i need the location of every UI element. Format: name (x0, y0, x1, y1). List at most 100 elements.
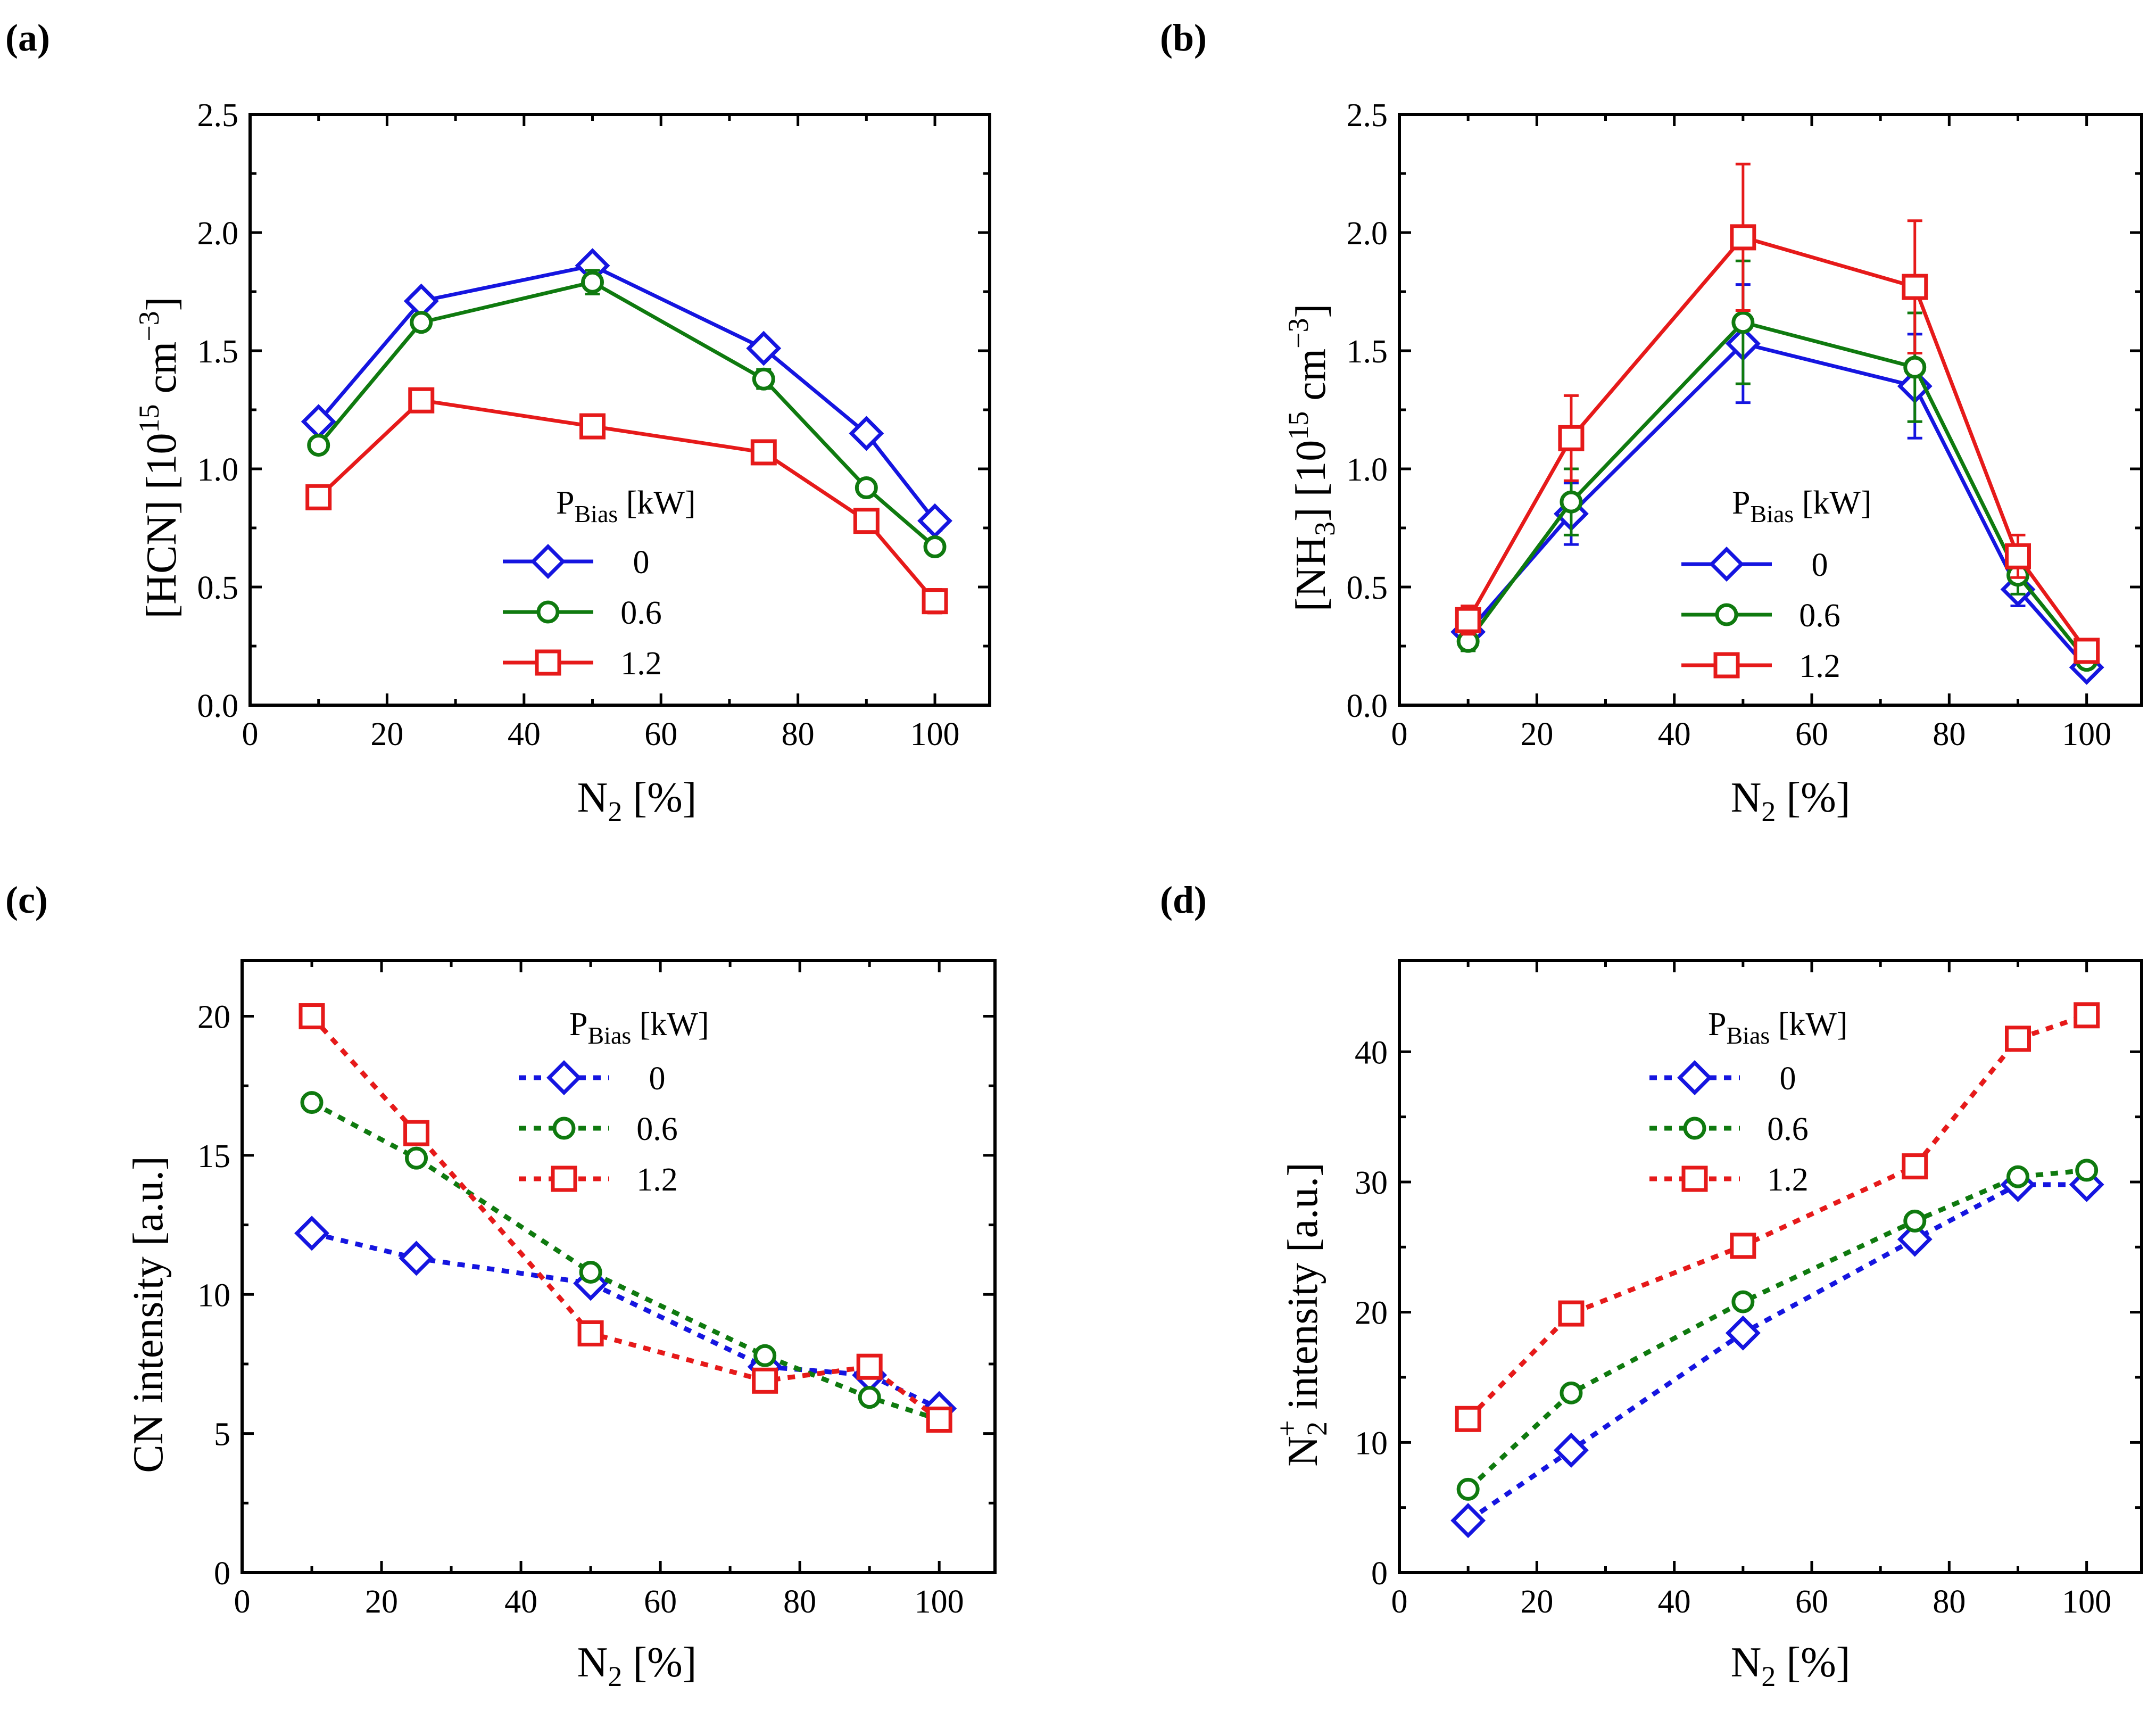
panel-c-legend-title-rest: [kW] (631, 1006, 709, 1043)
panel-d-point (1450, 1503, 1486, 1539)
panel-c-point (753, 1344, 777, 1367)
panel-a-point (853, 508, 880, 534)
panel-a-axes-frame (248, 113, 991, 707)
panel-b-xtick-label: 40 (1658, 716, 1691, 753)
panel-d-ytick-label: 0 (1371, 1556, 1388, 1592)
panel-d-ylabel-main: N (1280, 1436, 1326, 1467)
panel-b-legend-marker (1715, 603, 1738, 626)
panel-c-legend-title: PBias [kW] (569, 1006, 709, 1049)
panel-d-legend-marker (1681, 1166, 1708, 1192)
panel-b-ylabel-mid: cm (1288, 349, 1334, 411)
panel-a-legend-title: PBias [kW] (556, 485, 696, 527)
panel-c-legend-title-sub: Bias (587, 1022, 631, 1049)
panel-b-xlabel-main: N (1731, 774, 1762, 821)
panel-b-ytick-label: 1.5 (1347, 334, 1388, 370)
panel-d-ylabel-sub: 2 (1301, 1421, 1333, 1436)
panel-c-ytick-label: 15 (197, 1138, 230, 1175)
panel-d-point (1725, 1315, 1761, 1351)
panel-b-series-0 (1450, 283, 2104, 685)
panel-a-point (579, 413, 606, 440)
panel-a-series-line (317, 263, 936, 522)
panel-b-xtick-label: 100 (2062, 716, 2111, 753)
panel-d-xtick-label: 0 (1391, 1584, 1408, 1620)
panel-d-legend-title-main: P (1708, 1006, 1726, 1043)
panel-a-legend-marker (530, 544, 566, 579)
panel-b-series-2 (1455, 162, 2100, 664)
panel-b-xtick-label: 20 (1520, 716, 1553, 753)
svg-text:(b): (b) (1160, 16, 1207, 59)
panel-d-point (2005, 1026, 2031, 1052)
panel-a-point (855, 476, 878, 500)
panel-a-point (750, 439, 777, 466)
panel-d-legend-label: 1.2 (1767, 1162, 1809, 1198)
panel-d-point (1731, 1290, 1755, 1313)
panel-a-plot: 0 20 40 60 80 100 0.0 0.5 1.0 1.5 2.0 2.5 (197, 97, 991, 753)
panel-a-xlabel-main: N (577, 774, 608, 821)
panel-d-point (1897, 1221, 1933, 1257)
panel-a-point (410, 311, 433, 334)
panel-b-ytick-label: 2.0 (1347, 216, 1388, 252)
panel-c-legend-label: 0 (649, 1061, 666, 1097)
panel-d-series-2 (1455, 1002, 2100, 1432)
panel-d-point (1456, 1477, 1480, 1501)
panel-a-ylabel-main: [HCN] [10 (138, 433, 185, 619)
panel-a-point (408, 387, 435, 414)
panel-a-ytick-label: 0.5 (197, 570, 239, 606)
panel-a-ylabel: [HCN] [1015 cm−3] (133, 297, 185, 619)
panel-b-legend-marker (1709, 547, 1744, 582)
panel-d-xtick-label: 80 (1933, 1584, 1966, 1620)
panel-c-point (579, 1260, 602, 1284)
panel-b-letter: (b) (1160, 16, 1207, 59)
panel-a-ytick-label: 1.5 (197, 334, 239, 370)
panel-d-point (2075, 1159, 2099, 1182)
panel-c-point (403, 1120, 430, 1146)
panel-b-point (1731, 311, 1755, 334)
panel-b-point (1558, 425, 1585, 451)
panel-a-legend-marker (535, 649, 561, 676)
panel-b-ylabel-sub: 3 (1309, 522, 1341, 536)
panel-b-ylabel-sup2: −3 (1282, 318, 1314, 348)
panel-d-series-line (1466, 1168, 2087, 1491)
panel-c-point (926, 1407, 952, 1433)
panel-c-point (752, 1367, 778, 1394)
panel-b-legend-marker (1713, 652, 1740, 679)
panel-b-series-line (1466, 320, 2088, 662)
panel-d-xlabel-rest: [%] (1776, 1639, 1850, 1686)
panel-b-legend-label: 0 (1812, 547, 1828, 583)
panel-d-legend-marker (1683, 1117, 1706, 1140)
panel-d-xlabel-sub: 2 (1761, 1660, 1776, 1692)
panel-a-series-0 (301, 248, 952, 539)
panel-d-ylabel-rest: intensity [a.u.] (1280, 1162, 1326, 1420)
panel-a-ylabel-sup2: −3 (133, 311, 165, 341)
panel-a-legend-title-sub: Bias (574, 500, 618, 527)
panel-c-point (399, 1241, 434, 1276)
panel-a-ylabel-sup1: 15 (133, 404, 165, 433)
panel-c-xtick-label: 40 (504, 1584, 537, 1620)
panel-a-legend-title-rest: [kW] (618, 485, 695, 521)
panel-b-legend-label: 0.6 (1799, 598, 1840, 634)
panel-b-point (1902, 274, 1928, 300)
panel-d-point (1553, 1433, 1589, 1468)
panel-a-ytick-label: 2.0 (197, 216, 239, 252)
panel-c-series-line (311, 1230, 941, 1411)
panel-d-ylabel: N2+ intensity [a.u.] (1271, 1162, 1333, 1467)
panel-b-plot: 0 20 40 60 80 100 0.0 0.5 1.0 1.5 2.0 2.5 (1347, 97, 2143, 753)
panel-d-series-0 (1450, 1167, 2104, 1539)
panel-a-series-line (317, 280, 936, 549)
panel-d-legend-title-rest: [kW] (1770, 1006, 1847, 1043)
panel-b-legend-title-main: P (1732, 485, 1750, 521)
panel-a-letter: (a) (5, 16, 50, 59)
panel-b-xtick-label: 60 (1795, 716, 1828, 753)
panel-b-xlabel-sub: 2 (1761, 796, 1776, 828)
panel-c-point (294, 1216, 329, 1251)
panel-a-series-2 (305, 387, 948, 615)
panel-b-point (1560, 490, 1583, 514)
panel-c-legend-label: 0.6 (636, 1111, 678, 1147)
panel-b-point (1730, 224, 1756, 251)
panel-b-point (1903, 356, 1927, 379)
panel-c-letter: (c) (5, 879, 48, 921)
panel-a-point (849, 416, 884, 451)
